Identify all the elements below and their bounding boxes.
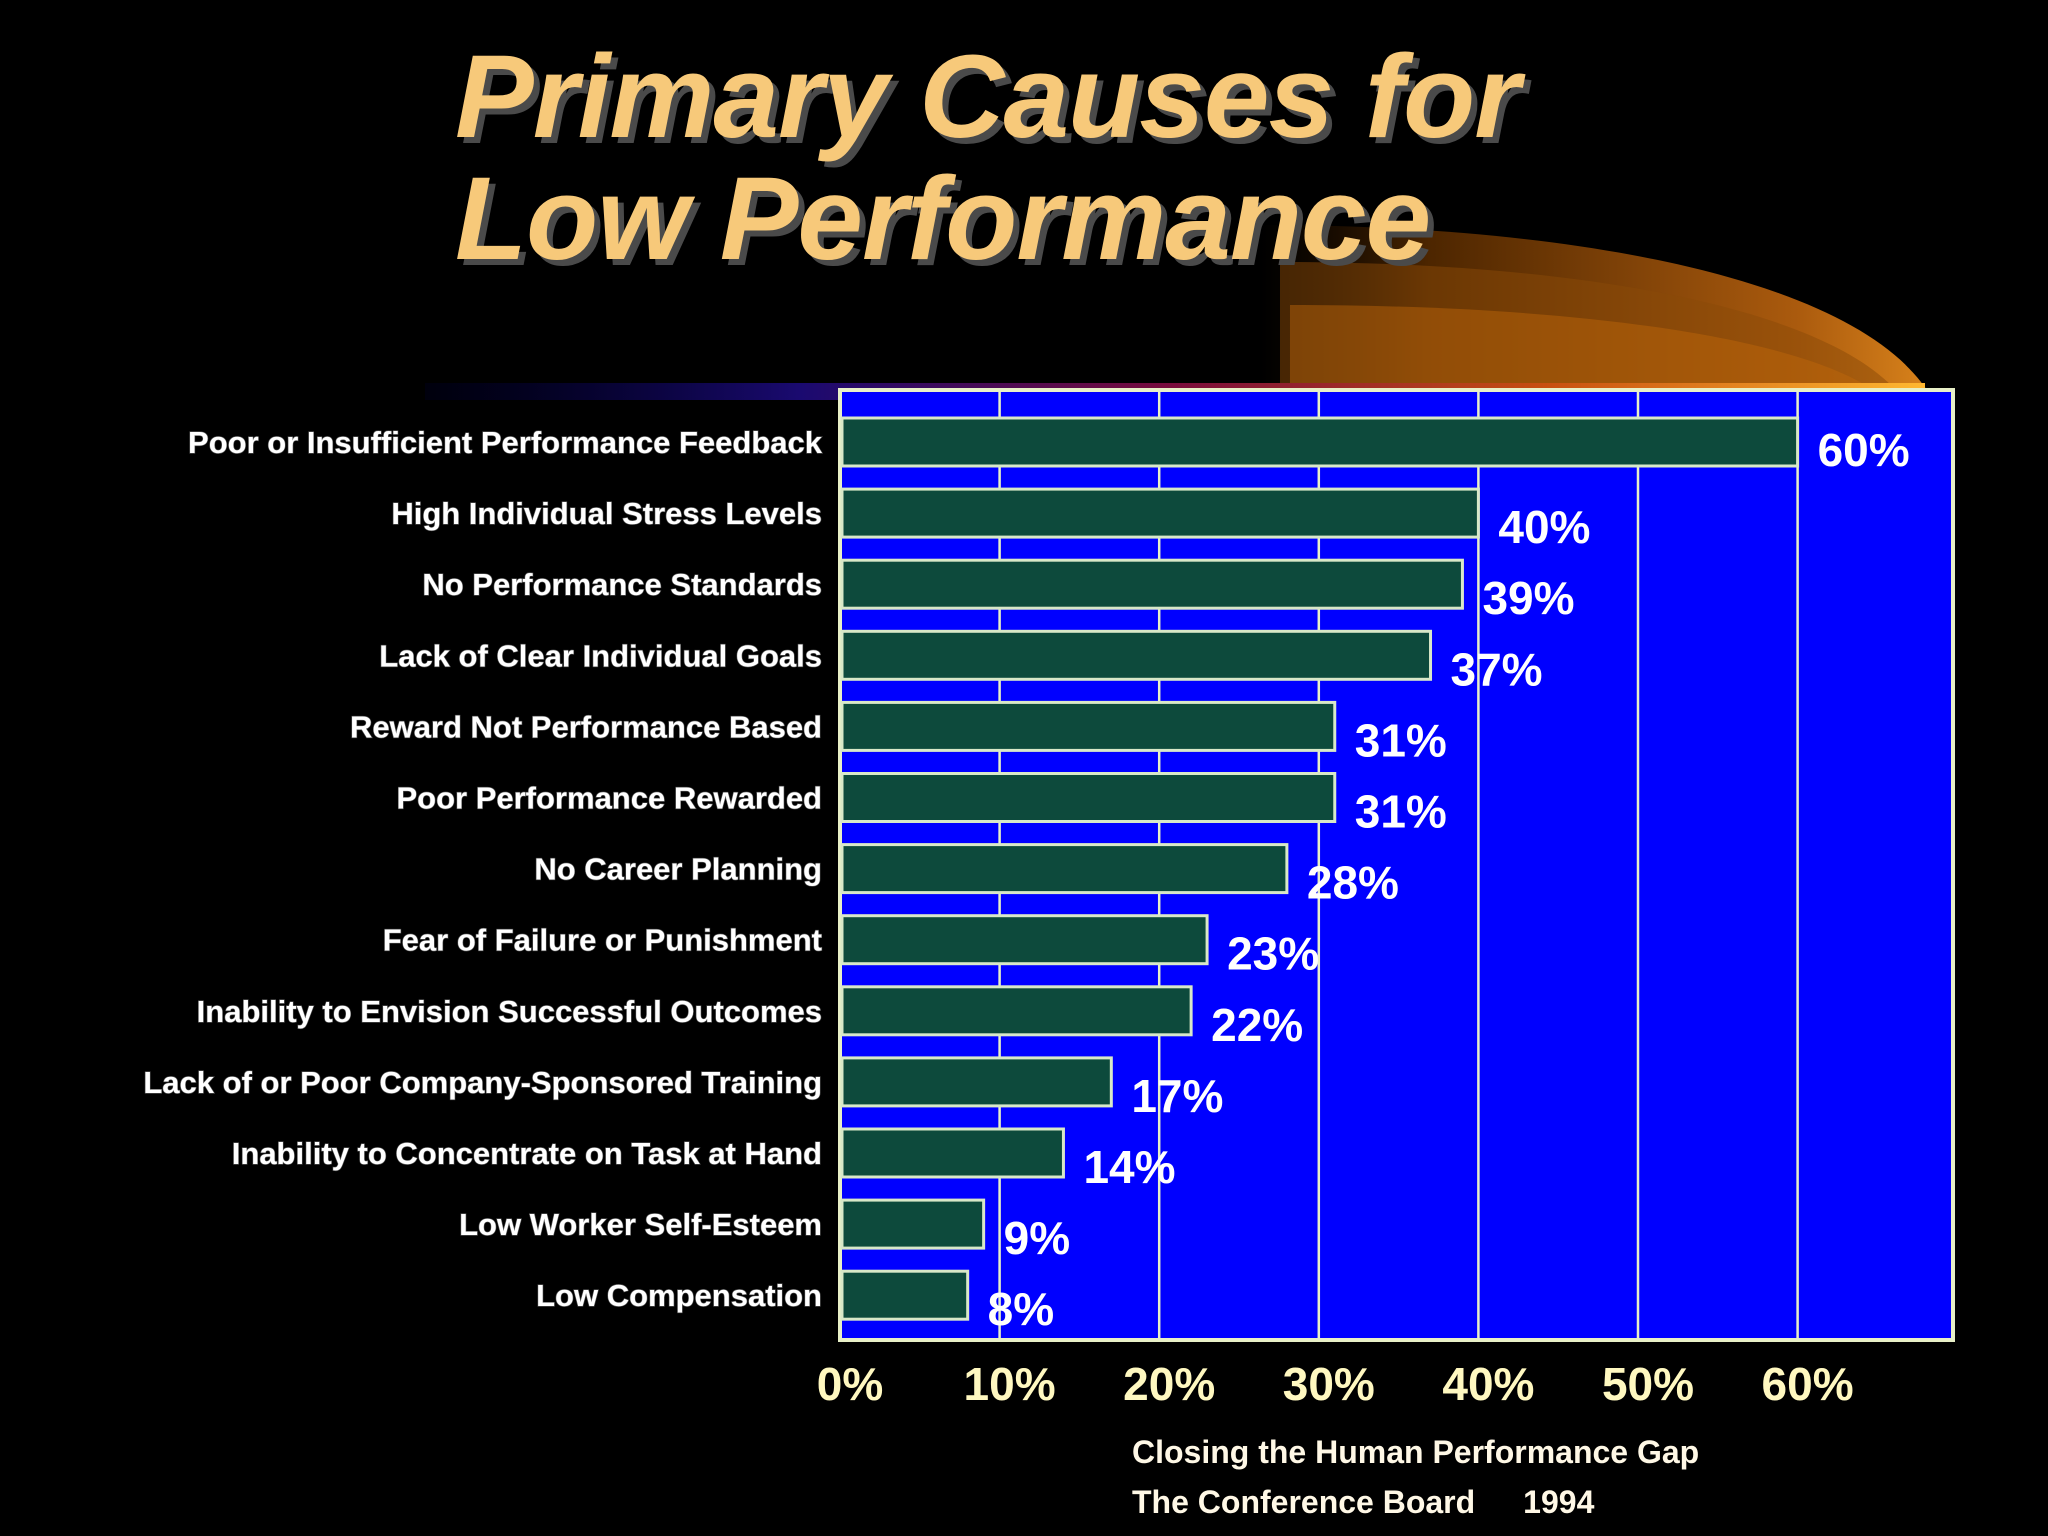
value-label: 28% (1307, 857, 1399, 909)
category-label: High Individual Stress Levels (391, 496, 822, 531)
x-tick-label-60: 60% (1762, 1358, 1854, 1410)
value-label: 39% (1482, 572, 1574, 624)
bar (840, 629, 1433, 681)
slide-title-line-2: Low Performance (455, 153, 1431, 285)
x-tick-label-10: 10% (964, 1358, 1056, 1410)
bar (840, 914, 1209, 966)
bar (840, 1056, 1113, 1108)
x-tick-label-30: 30% (1283, 1358, 1375, 1410)
bar (840, 985, 1193, 1037)
x-tick-label-40: 40% (1442, 1358, 1534, 1410)
x-tick-label-20: 20% (1123, 1358, 1215, 1410)
bar (840, 416, 1800, 468)
category-label: Lack of Clear Individual Goals (379, 638, 822, 673)
source-year: 1994 (1523, 1484, 1595, 1520)
category-label: Poor or Insufficient Performance Feedbac… (188, 425, 823, 460)
category-label: Inability to Envision Successful Outcome… (197, 994, 822, 1029)
value-label: 31% (1355, 786, 1447, 838)
source-title: Closing the Human Performance Gap (1132, 1434, 1700, 1470)
value-label: 8% (988, 1283, 1054, 1335)
value-label: 37% (1451, 643, 1543, 695)
value-label: 23% (1227, 928, 1319, 980)
x-tick-label-0: 0% (817, 1358, 883, 1410)
value-label: 31% (1355, 714, 1447, 766)
bar (840, 772, 1337, 823)
category-label: No Career Planning (534, 852, 822, 887)
category-label: No Performance Standards (422, 567, 822, 602)
category-label: Low Worker Self-Esteem (459, 1207, 822, 1242)
value-label: 14% (1083, 1141, 1175, 1193)
value-label: 40% (1498, 501, 1590, 553)
slide-title-line-1: Primary Causes for (455, 31, 1520, 163)
bar (840, 487, 1480, 539)
bar (840, 1269, 970, 1321)
value-label: 9% (1004, 1212, 1070, 1264)
bar (840, 700, 1337, 752)
bar (840, 1127, 1065, 1179)
value-label: 22% (1211, 999, 1303, 1051)
bar (840, 843, 1289, 895)
source-attribution: The Conference Board 1994 (1132, 1484, 1594, 1521)
category-label: Low Compensation (536, 1278, 822, 1313)
x-tick-label-50: 50% (1602, 1358, 1694, 1410)
source-organization: The Conference Board (1132, 1484, 1476, 1520)
category-label: Fear of Failure or Punishment (383, 923, 822, 958)
value-label: 17% (1131, 1070, 1223, 1122)
category-label: Inability to Concentrate on Task at Hand (232, 1136, 822, 1171)
category-label: Lack of or Poor Company-Sponsored Traini… (143, 1065, 822, 1100)
value-label: 60% (1818, 424, 1910, 476)
bar (840, 558, 1464, 610)
category-label: Reward Not Performance Based (350, 709, 822, 744)
category-label: Poor Performance Rewarded (396, 781, 822, 816)
bar (840, 1198, 986, 1250)
